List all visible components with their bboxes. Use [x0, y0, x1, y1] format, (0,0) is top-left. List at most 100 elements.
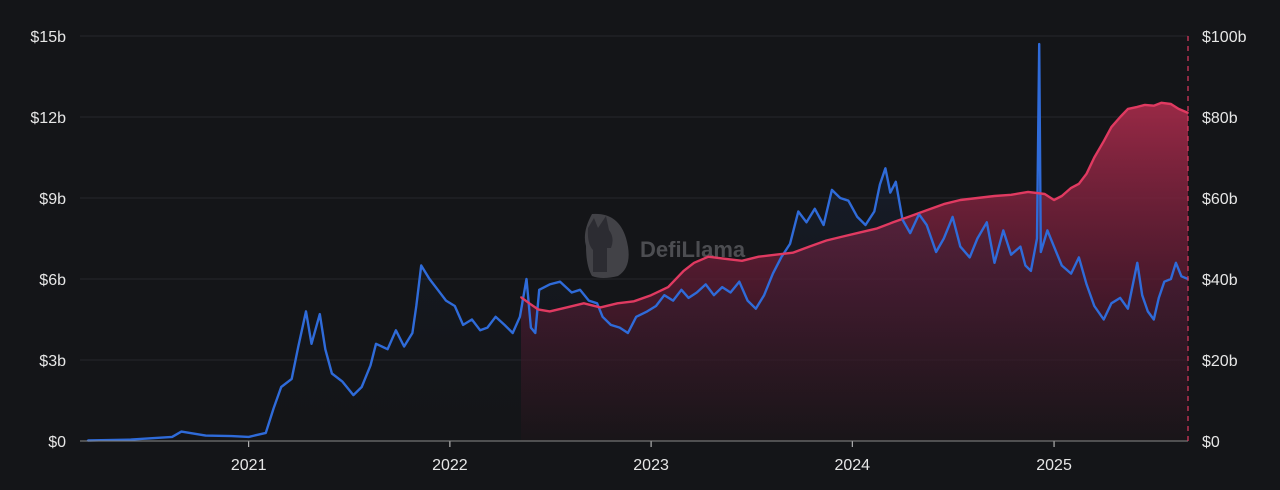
volume-point [494, 315, 497, 318]
volume-point [1175, 261, 1177, 264]
tvl-point [1010, 193, 1012, 196]
volume-point [713, 294, 715, 297]
volume-point [1039, 251, 1042, 253]
volume-point [655, 305, 657, 307]
volume-point [831, 189, 833, 191]
volume-point [780, 256, 783, 259]
tvl-point [1144, 104, 1146, 106]
volume-point [1110, 302, 1113, 305]
volume-point [839, 197, 842, 199]
volume-point [746, 299, 749, 302]
tvl-point [528, 302, 531, 305]
volume-point [847, 199, 850, 202]
llama-logo-icon [584, 213, 629, 278]
y-left-tick-label: $3b [39, 353, 66, 370]
tvl-point [876, 227, 878, 230]
volume-point [570, 291, 573, 294]
volume-point [695, 291, 698, 294]
volume-point [609, 324, 612, 326]
tvl-point [993, 195, 996, 197]
volume-point [704, 283, 707, 286]
volume-point [272, 407, 275, 410]
volume-point [889, 191, 892, 194]
volume-point [618, 326, 621, 329]
volume-point [1024, 264, 1027, 267]
volume-point [534, 332, 537, 334]
volume-point [310, 342, 313, 345]
y-right-tick-label: $0 [1202, 434, 1220, 451]
volume-point [909, 232, 912, 235]
volume-point [204, 434, 207, 437]
volume-point [415, 305, 418, 307]
volume-point [445, 299, 447, 302]
volume-point [813, 207, 816, 210]
series-areas [87, 44, 1189, 442]
volume-point [1102, 318, 1105, 321]
volume-point [352, 394, 355, 396]
volume-point [925, 224, 928, 226]
volume-point [1070, 272, 1072, 275]
volume-point [486, 326, 489, 329]
volume-point [789, 243, 791, 245]
volume-point [1030, 270, 1032, 272]
tvl-point [791, 251, 794, 254]
volume-line [87, 42, 1189, 442]
volume-point [503, 324, 506, 326]
tvl-point [520, 296, 522, 299]
volume-point [1085, 283, 1088, 286]
volume-point [1078, 256, 1080, 259]
tvl-point [976, 197, 979, 199]
volume-point [369, 364, 372, 367]
y-right-tick-label: $100b [1202, 29, 1247, 46]
volume-point [596, 302, 598, 305]
volume-point [462, 324, 464, 326]
volume-point [403, 345, 405, 348]
y-left-tick-label: $6b [39, 272, 66, 289]
y-left-tick-label: $0 [48, 434, 66, 451]
volume-point [1127, 307, 1129, 310]
volume-point [453, 305, 456, 307]
volume-point [646, 310, 649, 313]
volume-point [420, 264, 423, 267]
tvl-point [1187, 112, 1189, 114]
tvl-point [1119, 116, 1122, 118]
tvl-point [1060, 195, 1063, 197]
volume-point [247, 436, 250, 438]
volume-point [548, 283, 551, 286]
volume-point [985, 221, 988, 224]
volume-point [951, 216, 954, 218]
x-tick-label: 2021 [231, 457, 267, 474]
volume-point [1010, 253, 1012, 256]
volume-point [1163, 280, 1166, 283]
volume-point [230, 435, 233, 437]
tvl-point [650, 294, 652, 297]
volume-point [436, 288, 439, 291]
x-tick-label: 2024 [834, 457, 870, 474]
tvl-point [1110, 126, 1113, 128]
volume-point [721, 286, 724, 288]
volume-point [672, 299, 674, 302]
volume-point [856, 216, 859, 218]
tvl-point [1093, 156, 1096, 159]
axes: $0 $3b $6b $9b $12b $15b $0 $20b $40b $60b $80b $10… [30, 29, 1246, 474]
volume-point [1036, 237, 1038, 240]
volume-point [805, 221, 808, 224]
tvl-point [616, 302, 619, 305]
volume-point [519, 315, 521, 318]
tvl-point [667, 286, 670, 288]
volume-point [341, 380, 344, 383]
volume-point [873, 210, 876, 213]
y-right-tick-label: $40b [1202, 272, 1238, 289]
volume-point [587, 299, 590, 302]
volume-point [386, 348, 389, 351]
tvl-point [1177, 108, 1180, 110]
volume-point [738, 280, 741, 283]
y-right-tick-label: $80b [1202, 110, 1238, 127]
volume-point [772, 272, 774, 275]
tvl-point [925, 209, 928, 212]
volume-point [601, 315, 604, 318]
volume-point [1146, 310, 1149, 313]
volume-point [1180, 275, 1183, 278]
